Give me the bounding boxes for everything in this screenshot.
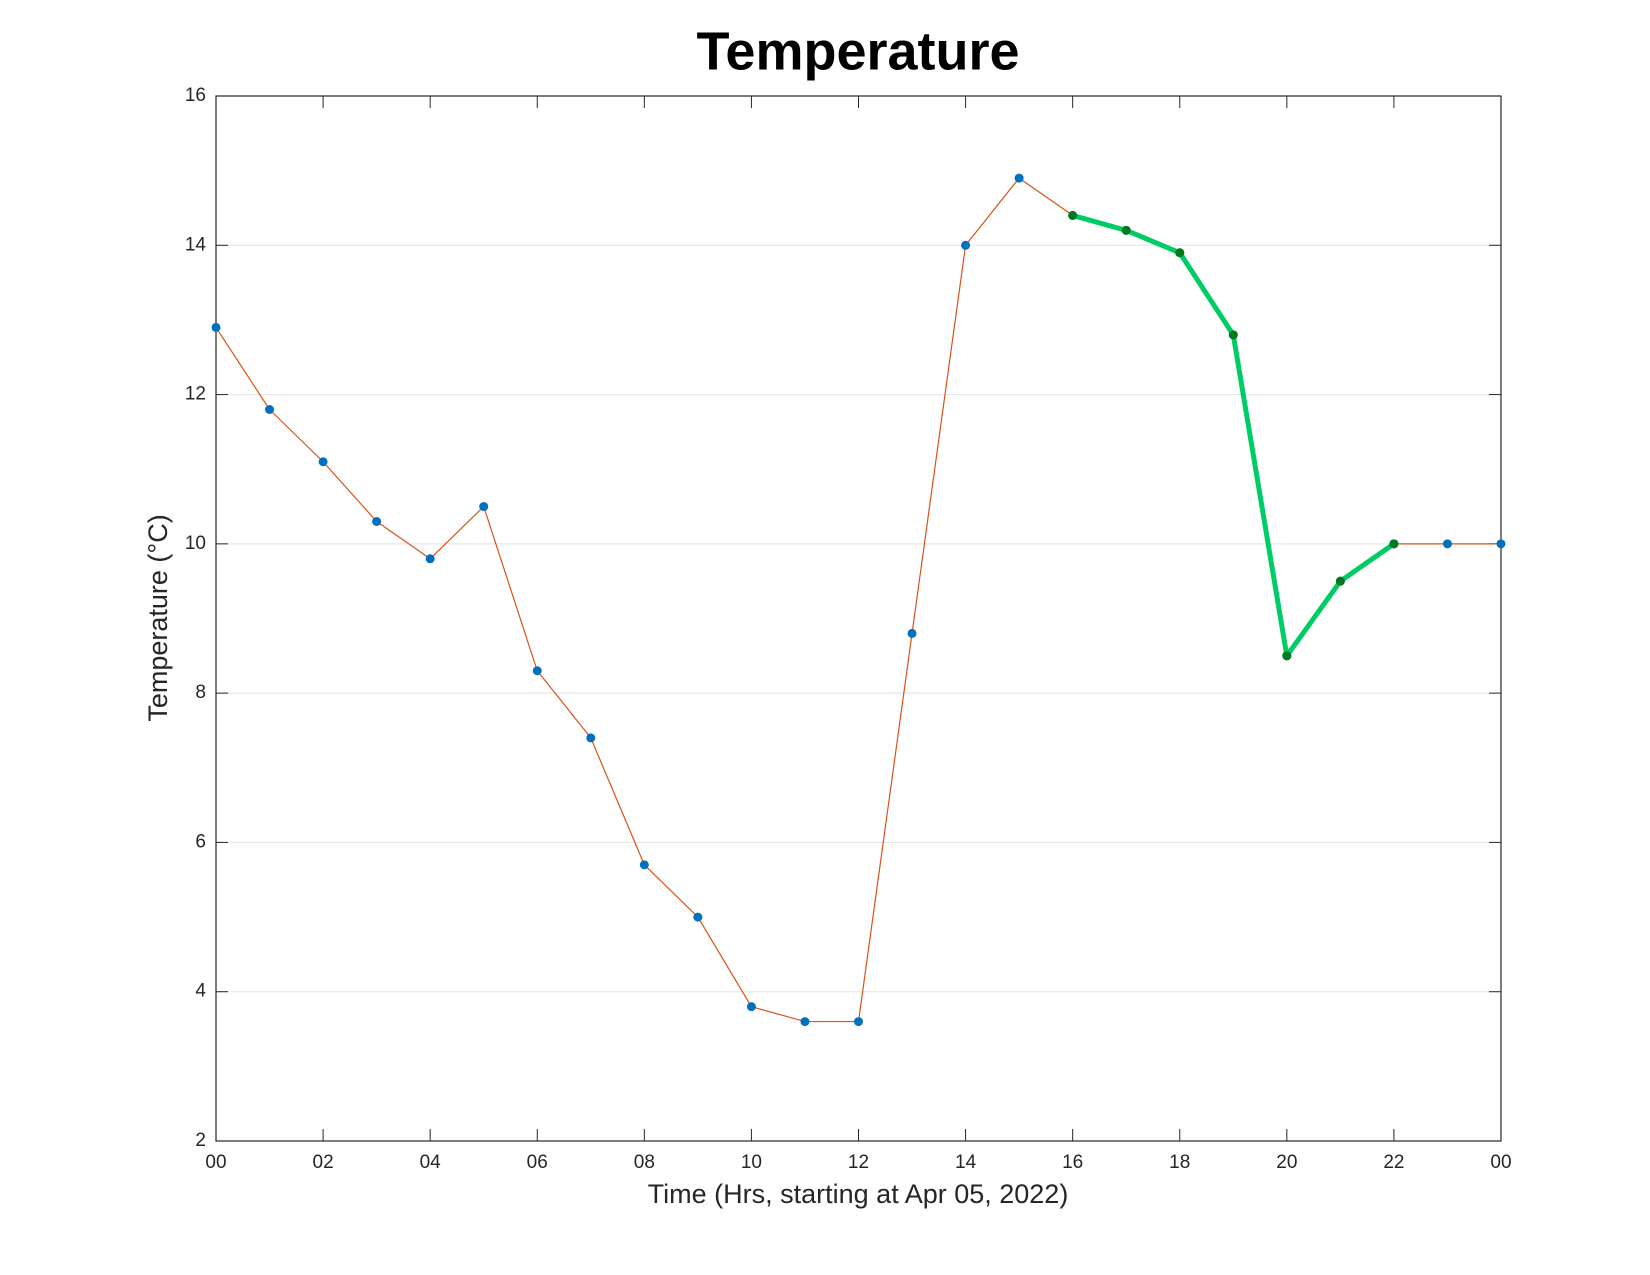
x-tick-label: 14 — [955, 1152, 977, 1173]
x-axis-label: Time (Hrs, starting at Apr 05, 2022) — [648, 1179, 1069, 1209]
data-point — [1442, 539, 1452, 549]
x-tick-label: 00 — [205, 1152, 226, 1173]
y-tick-label: 6 — [195, 831, 206, 852]
plot-frame — [215, 95, 1502, 1142]
y-tick-label: 16 — [185, 85, 206, 106]
data-point — [746, 1002, 756, 1012]
series-line — [215, 177, 1501, 1023]
x-tick-label: 06 — [527, 1152, 548, 1173]
data-point — [211, 322, 221, 332]
data-point — [693, 912, 703, 922]
x-tick-label: 22 — [1383, 1152, 1404, 1173]
y-tick-label: 2 — [195, 1130, 206, 1151]
y-tick-label: 12 — [185, 384, 206, 405]
data-point — [1175, 248, 1185, 258]
data-point — [1121, 225, 1131, 235]
chart-title: Temperature — [696, 21, 1019, 81]
y-tick-label: 10 — [185, 533, 206, 554]
data-point — [372, 516, 382, 526]
x-tick-label: 02 — [313, 1152, 334, 1173]
y-axis-label: Temperature (°C) — [143, 514, 173, 721]
data-point — [532, 666, 542, 676]
x-tick-label: 20 — [1276, 1152, 1297, 1173]
series-line — [1071, 213, 1396, 659]
x-tick-label: 04 — [420, 1152, 442, 1173]
data-point — [265, 405, 275, 414]
x-tick-label: 12 — [848, 1152, 869, 1173]
data-point — [1228, 330, 1238, 340]
data-point — [425, 554, 435, 564]
data-point — [907, 628, 917, 638]
y-tick-label: 8 — [195, 682, 206, 703]
data-point — [1335, 576, 1345, 586]
data-point — [318, 457, 328, 467]
x-tick-label: 18 — [1169, 1152, 1190, 1173]
y-tick-label: 14 — [185, 234, 207, 255]
data-point — [479, 502, 489, 512]
data-point — [639, 860, 649, 870]
x-tick-label: 10 — [741, 1152, 762, 1173]
data-point — [800, 1017, 810, 1027]
data-point — [1389, 539, 1399, 549]
x-tick-label: 16 — [1062, 1152, 1083, 1173]
data-point — [586, 733, 596, 743]
y-tick-label: 4 — [195, 981, 206, 1002]
data-point — [1282, 651, 1292, 661]
data-point — [961, 240, 971, 250]
x-tick-label: 08 — [634, 1152, 655, 1173]
data-point — [1068, 210, 1078, 220]
data-point — [854, 1017, 863, 1027]
x-tick-label: 00 — [1490, 1152, 1511, 1173]
data-point — [1014, 173, 1024, 183]
data-point — [1496, 539, 1506, 549]
